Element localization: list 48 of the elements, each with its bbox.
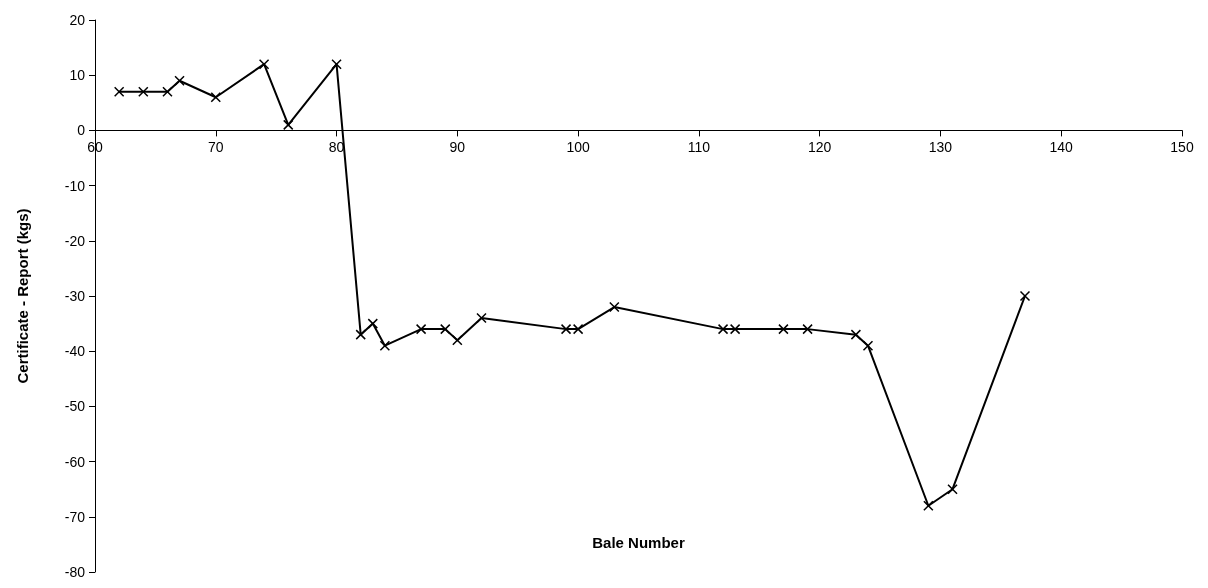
point bbox=[379, 340, 391, 351]
point bbox=[729, 323, 741, 335]
y-tick-label: -40 bbox=[64, 343, 86, 360]
x-tick-label: 120 bbox=[807, 139, 832, 156]
y-axis-title: Certificate - Report (kgs) bbox=[14, 208, 31, 384]
y-tick-label: -60 bbox=[64, 453, 86, 470]
point bbox=[210, 92, 222, 103]
y-tick-label: -50 bbox=[64, 398, 86, 415]
point bbox=[282, 119, 294, 131]
y-tick-label: -10 bbox=[64, 177, 86, 194]
x-tick-label: 110 bbox=[687, 139, 711, 156]
point bbox=[778, 323, 789, 335]
y-tick-label: 20 bbox=[69, 12, 86, 28]
point bbox=[452, 334, 463, 346]
point bbox=[850, 329, 862, 340]
y-tick-label: -80 bbox=[64, 564, 86, 580]
point bbox=[113, 86, 125, 98]
point bbox=[862, 340, 874, 351]
point bbox=[560, 323, 572, 335]
point bbox=[572, 323, 584, 335]
x-axis-title: Bale Number bbox=[592, 534, 685, 551]
x-tick-label: 90 bbox=[449, 139, 466, 156]
y-tick-label: 10 bbox=[69, 67, 86, 84]
point bbox=[415, 323, 427, 335]
point bbox=[717, 323, 729, 335]
point bbox=[476, 312, 487, 324]
point bbox=[440, 323, 451, 335]
point bbox=[258, 58, 270, 70]
x-tick-label: 130 bbox=[928, 139, 953, 156]
point bbox=[609, 301, 620, 313]
point bbox=[367, 318, 379, 329]
x-tick-label: 140 bbox=[1049, 139, 1074, 156]
point bbox=[947, 483, 958, 495]
x-tick-label: 100 bbox=[566, 139, 590, 156]
y-tick-label: -30 bbox=[64, 288, 86, 304]
point bbox=[923, 500, 934, 512]
x-tick-label: 150 bbox=[1170, 139, 1194, 156]
point bbox=[174, 75, 185, 86]
point bbox=[1019, 290, 1031, 302]
point bbox=[162, 86, 173, 98]
x-tick-label: 70 bbox=[207, 139, 224, 156]
point bbox=[138, 86, 149, 98]
y-tick-label: 0 bbox=[77, 122, 86, 139]
point bbox=[331, 58, 342, 70]
y-tick-label: -70 bbox=[64, 508, 86, 525]
point bbox=[802, 323, 813, 335]
y-tick-label: -20 bbox=[64, 232, 86, 249]
point bbox=[355, 329, 366, 340]
